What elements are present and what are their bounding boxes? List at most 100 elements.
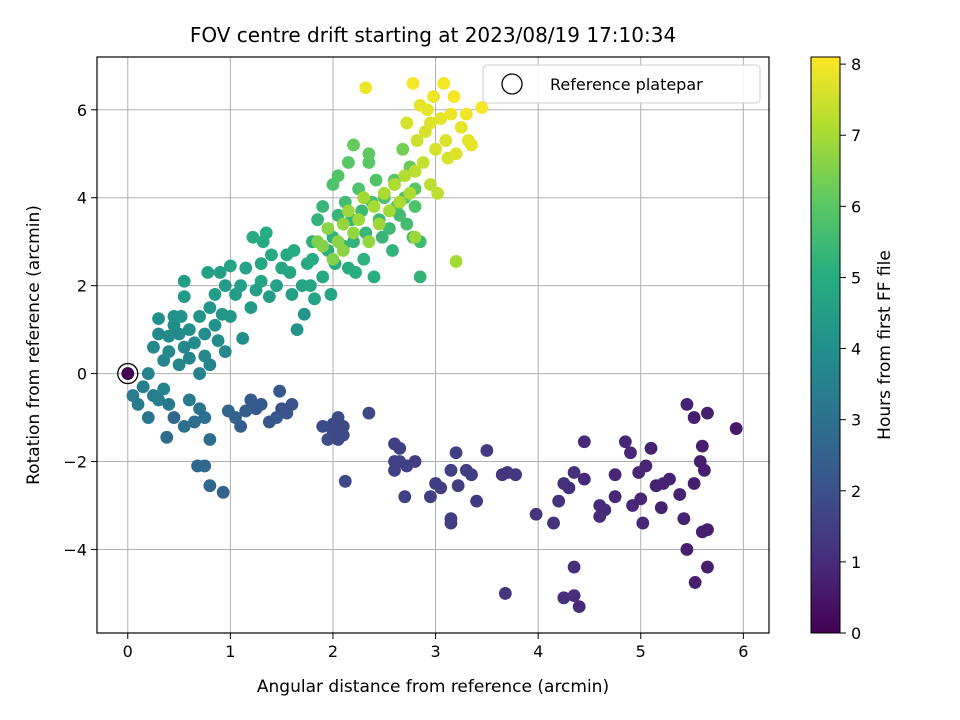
- data-point: [447, 90, 461, 103]
- data-point: [203, 433, 217, 446]
- legend-label: Reference platepar: [550, 75, 703, 94]
- data-point: [382, 222, 396, 235]
- data-point: [444, 107, 458, 121]
- x-tick-label: 4: [533, 642, 543, 661]
- data-point: [577, 472, 591, 486]
- data-point: [454, 120, 468, 134]
- data-point: [347, 138, 360, 152]
- data-point: [680, 397, 694, 411]
- data-point: [239, 404, 253, 418]
- colorbar-tick-label: 8: [851, 55, 861, 74]
- y-tick-label: −4: [63, 540, 87, 559]
- data-point: [172, 358, 186, 372]
- data-point: [362, 235, 376, 249]
- data-point: [172, 327, 186, 341]
- data-point: [444, 516, 458, 530]
- data-point: [475, 101, 489, 114]
- data-point: [141, 367, 155, 380]
- data-point: [687, 477, 701, 490]
- data-point: [201, 266, 215, 279]
- data-point: [480, 444, 494, 457]
- data-point: [729, 422, 743, 435]
- data-point: [634, 492, 648, 506]
- data-point: [372, 217, 386, 231]
- data-point: [265, 248, 278, 262]
- data-point: [434, 112, 448, 125]
- colorbar-tick-label: 1: [851, 553, 861, 572]
- data-point: [400, 217, 414, 231]
- data-point: [663, 472, 676, 486]
- data-point: [567, 589, 581, 603]
- data-point: [218, 279, 232, 293]
- data-point: [552, 494, 566, 508]
- data-point: [357, 252, 371, 266]
- data-point: [297, 307, 311, 321]
- data-point: [254, 274, 268, 288]
- data-point: [131, 397, 145, 411]
- data-point: [618, 435, 632, 449]
- data-point: [234, 279, 248, 293]
- data-point: [331, 433, 345, 446]
- data-point: [347, 235, 360, 249]
- data-point: [375, 230, 389, 244]
- data-point: [316, 200, 330, 213]
- data-point: [388, 178, 401, 191]
- data-point: [174, 310, 188, 323]
- data-point: [572, 600, 586, 614]
- x-tick-label: 5: [636, 642, 646, 661]
- legend-box: [482, 64, 761, 104]
- y-tick-label: 0: [77, 365, 87, 384]
- data-point: [427, 90, 440, 103]
- data-point: [236, 332, 250, 345]
- data-point: [218, 345, 232, 358]
- data-point: [188, 415, 201, 429]
- data-point: [598, 503, 612, 517]
- y-axis-label: Rotation from reference (arcmin): [24, 205, 44, 485]
- data-point: [203, 301, 217, 315]
- data-point: [362, 156, 376, 169]
- data-point: [701, 560, 714, 574]
- data-point: [147, 340, 160, 354]
- data-point: [408, 164, 422, 178]
- reference-marker: [117, 362, 139, 385]
- data-point: [152, 327, 165, 341]
- data-point: [121, 367, 135, 380]
- x-tick-label: 0: [123, 642, 133, 661]
- data-point: [424, 116, 437, 130]
- data-point: [393, 208, 407, 222]
- data-point: [437, 76, 451, 90]
- data-point: [449, 255, 463, 268]
- data-point: [331, 169, 345, 183]
- data-point: [408, 200, 422, 213]
- data-point: [336, 244, 350, 257]
- legend: Reference platepar: [482, 64, 761, 104]
- scatter-points: [121, 76, 743, 614]
- data-point: [287, 244, 301, 257]
- data-point: [254, 257, 268, 271]
- data-point: [182, 393, 196, 407]
- data-point: [377, 186, 391, 200]
- y-tick-label: 4: [77, 189, 87, 208]
- data-point: [239, 261, 253, 275]
- colorbar-tick-label: 3: [851, 411, 861, 430]
- y-axis-ticks: −4 −2 0 2 4 6: [63, 101, 97, 559]
- data-point: [162, 345, 176, 358]
- data-point: [162, 329, 176, 343]
- data-point: [557, 591, 571, 605]
- data-point: [429, 142, 442, 156]
- data-point: [465, 138, 478, 152]
- colorbar-label: Hours from first FF file: [875, 250, 895, 440]
- data-point: [567, 560, 581, 574]
- data-point: [362, 406, 376, 420]
- data-point: [273, 384, 287, 398]
- colorbar-gradient: [811, 57, 840, 633]
- data-point: [431, 186, 445, 200]
- data-point: [216, 485, 230, 499]
- data-point: [357, 191, 371, 205]
- data-point: [160, 430, 174, 444]
- data-point: [316, 270, 330, 284]
- data-point: [639, 459, 653, 473]
- data-point: [562, 481, 576, 495]
